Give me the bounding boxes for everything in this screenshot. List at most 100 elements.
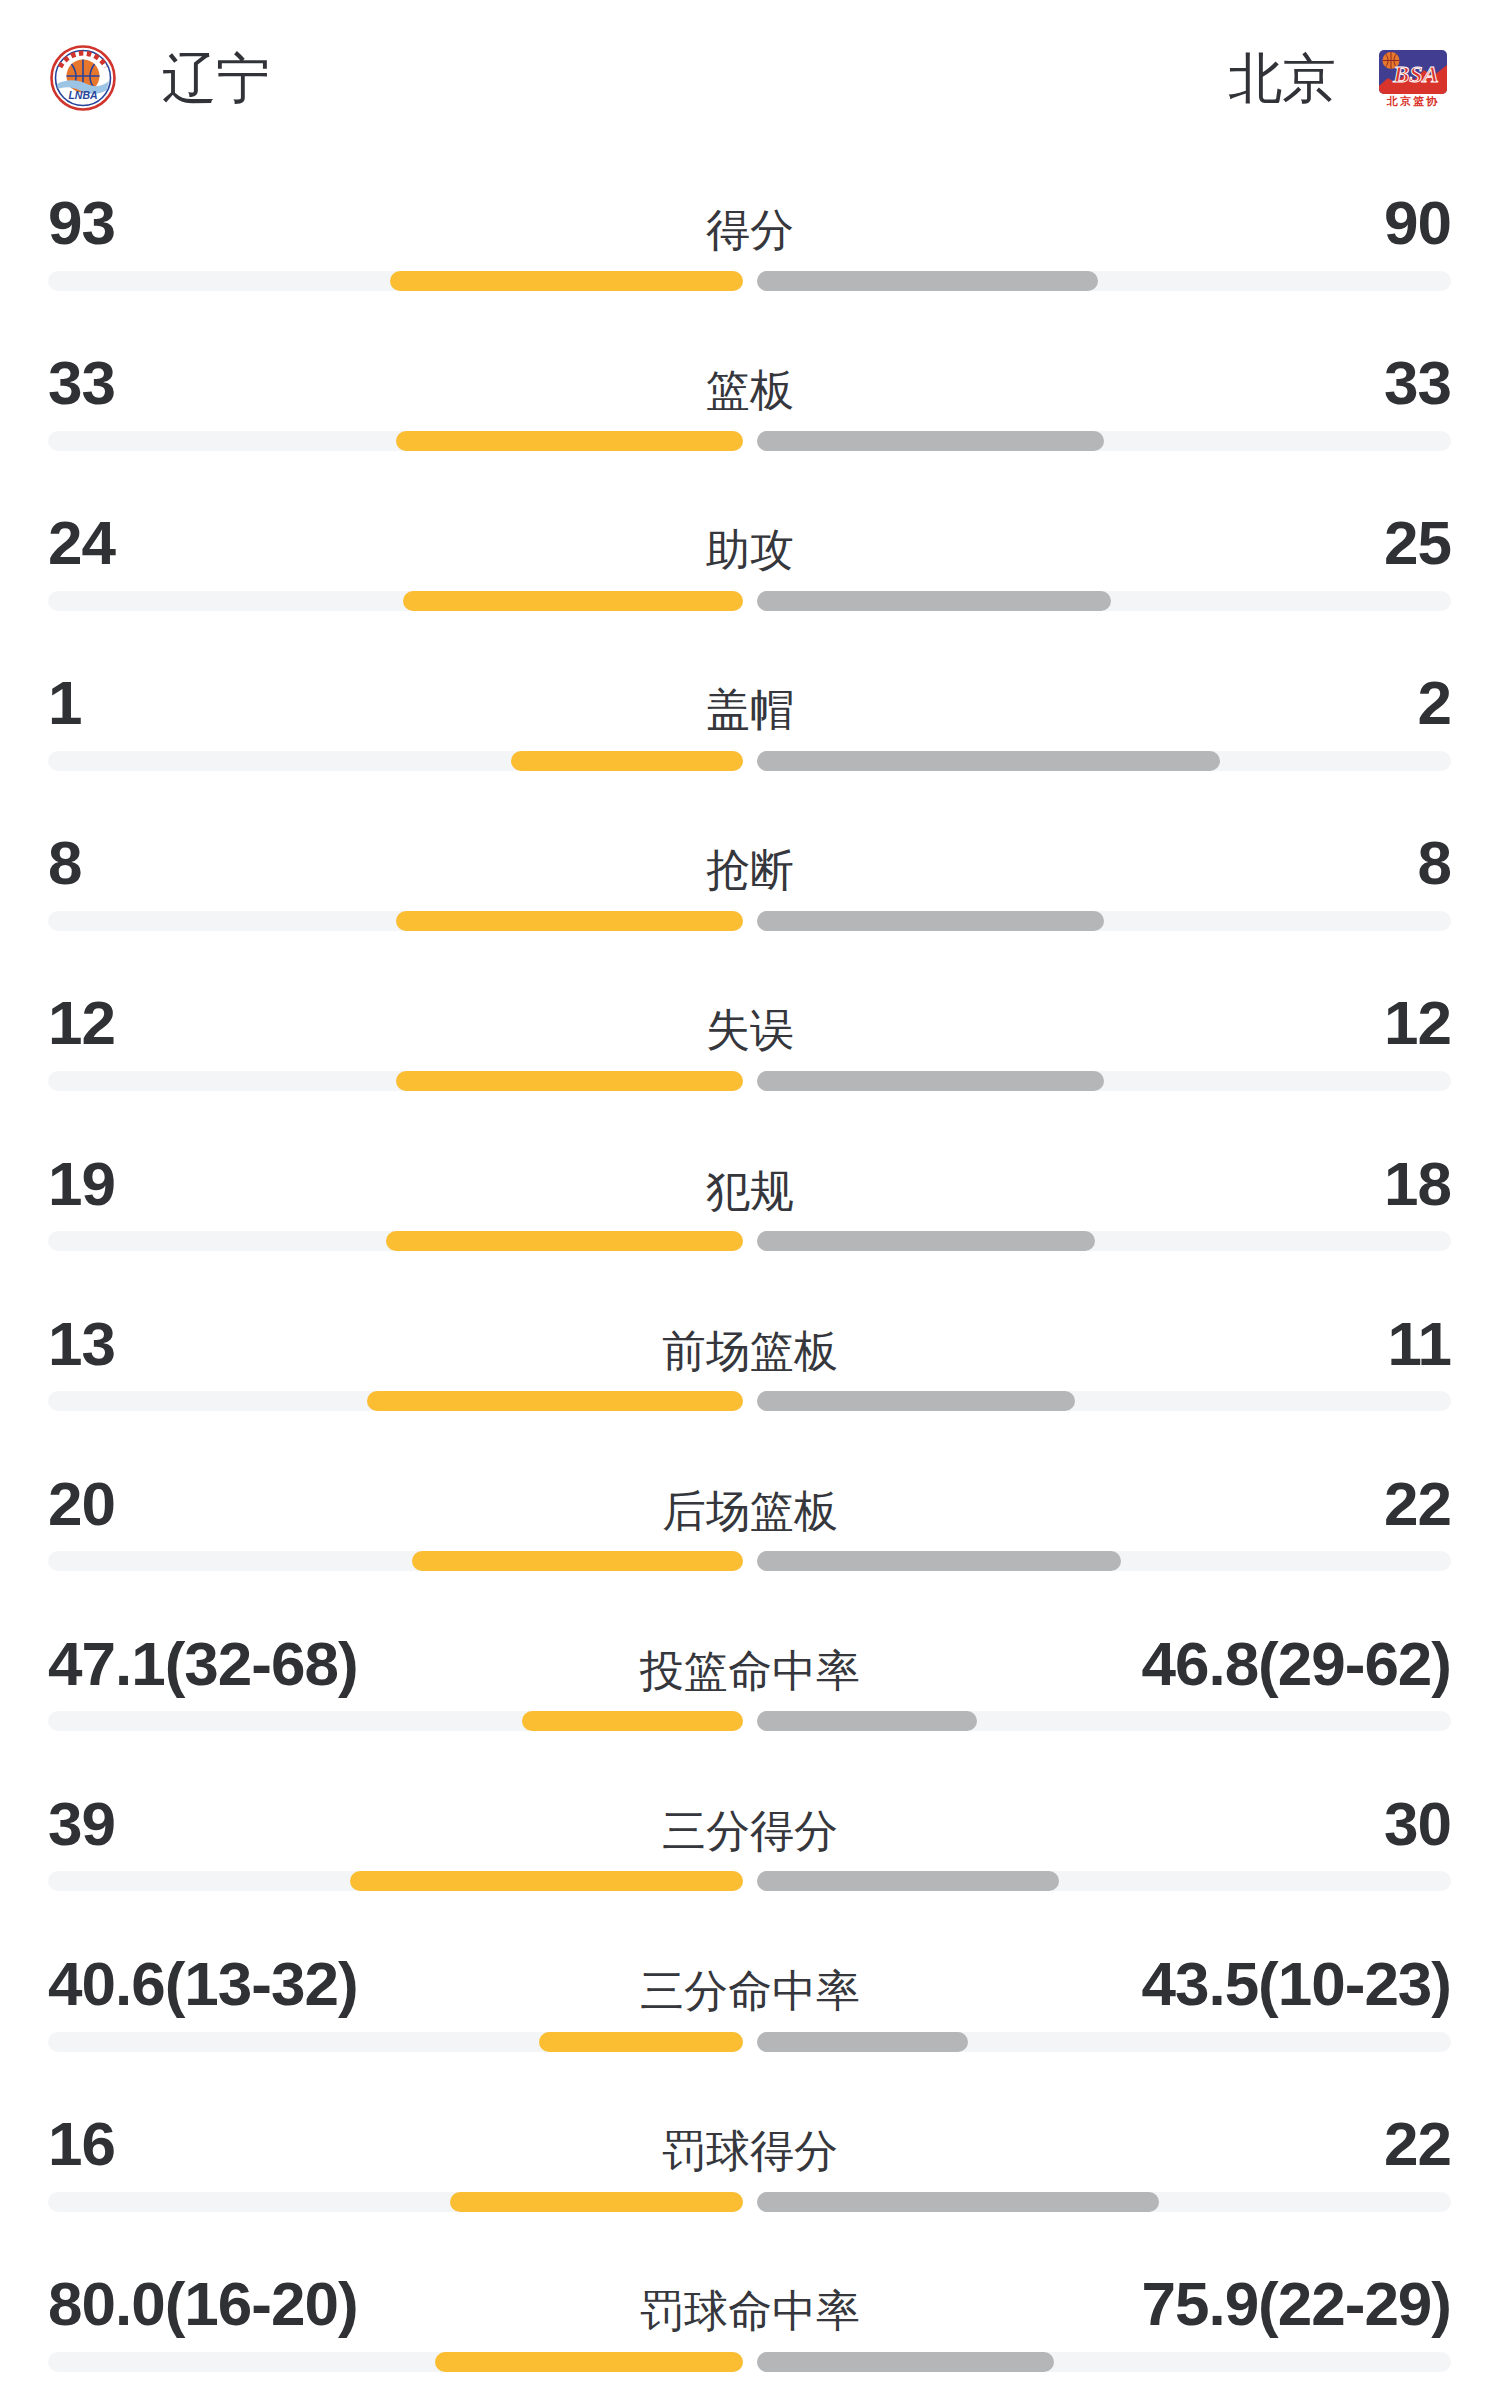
away-stat-value: 30: [1384, 1793, 1451, 1855]
stat-row: 20 后场篮板 22: [0, 1431, 1500, 1591]
home-bar-track: [48, 1711, 743, 1731]
stat-label: 抢断: [0, 848, 1500, 892]
home-bar-track: [48, 591, 743, 611]
home-bar-track: [48, 271, 743, 291]
away-bar-track: [757, 271, 1451, 291]
stat-row: 47.1(32-68) 投篮命中率 46.8(29-62): [0, 1591, 1500, 1751]
away-stat-value: 75.9(22-29): [1141, 2273, 1451, 2335]
stat-row: 80.0(16-20) 罚球命中率 75.9(22-29): [0, 2231, 1500, 2391]
away-bar-fill: [757, 2352, 1054, 2372]
team-home: LNBA 辽宁: [50, 0, 270, 156]
stat-row: 24 助攻 25: [0, 470, 1500, 630]
home-bar-fill: [350, 1871, 743, 1891]
away-stat-value: 18: [1384, 1153, 1451, 1215]
home-bar-fill: [511, 751, 743, 771]
home-bar-fill: [390, 271, 743, 291]
away-stat-value: 46.8(29-62): [1141, 1633, 1451, 1695]
away-bar-fill: [757, 1711, 977, 1731]
away-bar-fill: [757, 751, 1220, 771]
stat-row: 8 抢断 8: [0, 790, 1500, 950]
stat-row: 12 失误 12: [0, 950, 1500, 1110]
away-bar-fill: [757, 2032, 968, 2052]
away-stat-value: 2: [1418, 672, 1451, 734]
away-stat-value: 25: [1384, 512, 1451, 574]
away-bar-fill: [757, 431, 1104, 451]
away-bar-fill: [757, 591, 1111, 611]
stat-label: 盖帽: [0, 688, 1500, 732]
home-bar-track: [48, 2352, 743, 2372]
away-bar-fill: [757, 1871, 1059, 1891]
away-bar-fill: [757, 911, 1104, 931]
home-bar-track: [48, 1071, 743, 1091]
home-team-name: 辽宁: [162, 51, 270, 105]
away-bar-track: [757, 2192, 1451, 2212]
away-bar-track: [757, 1231, 1451, 1251]
stat-label: 失误: [0, 1008, 1500, 1052]
away-bar-track: [757, 1551, 1451, 1571]
header: LNBA 辽宁 北京 BSA 北京篮协: [0, 0, 1500, 156]
away-stat-value: 33: [1384, 352, 1451, 414]
away-team-logo-icon: BSA 北京篮协: [1378, 49, 1448, 107]
away-stat-value: 43.5(10-23): [1141, 1953, 1451, 2015]
away-stat-value: 22: [1384, 2113, 1451, 2175]
home-bar-track: [48, 1551, 743, 1571]
stat-label: 篮板: [0, 368, 1500, 412]
home-bar-track: [48, 911, 743, 931]
svg-text:BSA: BSA: [1392, 61, 1438, 87]
away-bar-fill: [757, 2192, 1159, 2212]
home-bar-fill: [386, 1231, 743, 1251]
stat-label: 罚球得分: [0, 2129, 1500, 2173]
away-stat-value: 8: [1418, 832, 1451, 894]
stat-label: 后场篮板: [0, 1489, 1500, 1533]
stat-row: 1 盖帽 2: [0, 630, 1500, 790]
away-bar-track: [757, 911, 1451, 931]
home-bar-track: [48, 1231, 743, 1251]
stat-label: 得分: [0, 208, 1500, 252]
stat-row: 33 篮板 33: [0, 310, 1500, 470]
svg-text:LNBA: LNBA: [68, 89, 97, 101]
home-bar-fill: [539, 2032, 743, 2052]
stat-label: 三分得分: [0, 1809, 1500, 1853]
away-bar-track: [757, 1711, 1451, 1731]
away-bar-fill: [757, 1551, 1121, 1571]
away-bar-track: [757, 1071, 1451, 1091]
away-bar-track: [757, 2352, 1451, 2372]
home-bar-fill: [396, 431, 744, 451]
home-bar-track: [48, 1391, 743, 1411]
away-stat-value: 90: [1384, 192, 1451, 254]
home-team-logo-icon: LNBA: [50, 45, 116, 111]
stat-label: 助攻: [0, 528, 1500, 572]
away-bar-fill: [757, 1071, 1104, 1091]
home-bar-fill: [450, 2192, 743, 2212]
home-bar-fill: [403, 591, 743, 611]
stat-row: 39 三分得分 30: [0, 1751, 1500, 1911]
away-bar-track: [757, 1391, 1451, 1411]
home-bar-track: [48, 751, 743, 771]
home-bar-fill: [396, 911, 744, 931]
home-bar-track: [48, 1871, 743, 1891]
away-bar-fill: [757, 271, 1098, 291]
home-bar-track: [48, 431, 743, 451]
away-team-name: 北京: [1228, 51, 1336, 105]
stat-row: 16 罚球得分 22: [0, 2071, 1500, 2231]
home-bar-track: [48, 2032, 743, 2052]
match-stats-page: LNBA 辽宁 北京 BSA 北京篮协 93 得分 90 33: [0, 0, 1500, 2400]
svg-text:北京篮协: 北京篮协: [1386, 95, 1439, 107]
stats-list: 93 得分 90 33 篮板 33 24 助攻 25 1 盖帽 2: [0, 150, 1500, 2391]
away-bar-track: [757, 751, 1451, 771]
home-bar-fill: [435, 2352, 743, 2372]
away-bar-fill: [757, 1391, 1075, 1411]
stat-label: 前场篮板: [0, 1329, 1500, 1373]
stat-row: 40.6(13-32) 三分命中率 43.5(10-23): [0, 1911, 1500, 2071]
away-stat-value: 22: [1384, 1473, 1451, 1535]
stat-row: 13 前场篮板 11: [0, 1271, 1500, 1431]
stat-row: 19 犯规 18: [0, 1111, 1500, 1271]
away-bar-track: [757, 591, 1451, 611]
home-bar-fill: [367, 1391, 743, 1411]
away-stat-value: 12: [1384, 992, 1451, 1054]
stat-label: 犯规: [0, 1169, 1500, 1213]
away-bar-track: [757, 431, 1451, 451]
stat-row: 93 得分 90: [0, 150, 1500, 310]
home-bar-fill: [412, 1551, 743, 1571]
home-bar-track: [48, 2192, 743, 2212]
